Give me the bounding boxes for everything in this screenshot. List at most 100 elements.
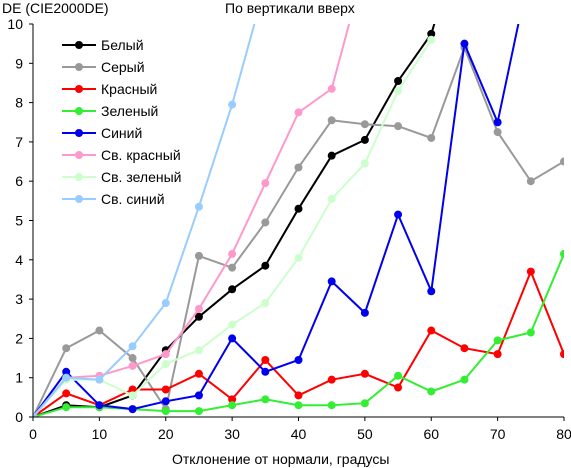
y-tick-label: 4 [15,252,23,268]
series-1 [33,43,564,417]
series-2 [33,267,564,417]
x-tick-label: 80 [556,426,571,442]
data-point [460,344,469,353]
data-point [360,308,369,317]
data-point [327,194,336,203]
series-line [33,24,520,417]
data-point [327,151,336,160]
legend-label: Св. синий [101,191,165,207]
data-point [161,359,170,368]
y-axis-title: DE (CIE2000DE) [2,0,109,16]
data-point [460,375,469,384]
data-point [526,267,535,276]
y-tick-label: 1 [15,370,23,386]
data-point [327,277,336,286]
x-tick-label: 70 [490,426,506,442]
data-point [194,407,203,416]
data-point [128,391,137,400]
data-point [128,354,137,363]
data-point [394,210,403,219]
data-point [261,395,270,404]
legend-swatch-marker [75,63,83,71]
data-point [194,369,203,378]
legend-swatch-marker [75,85,83,93]
data-point [194,312,203,321]
data-point [327,84,336,93]
data-point [194,304,203,313]
data-point [228,249,237,258]
legend-item: Белый [62,37,144,53]
data-point [360,399,369,408]
data-point [493,336,502,345]
data-point [427,326,436,335]
x-tick-label: 10 [92,426,108,442]
data-point [526,328,535,337]
legend-item: Зеленый [62,103,158,119]
y-tick-label: 6 [15,173,23,189]
data-point [427,387,436,396]
legend-swatch-marker [75,195,83,203]
data-point [294,108,303,117]
data-point [493,350,502,359]
data-point [261,179,270,188]
axes-layer: 0 1 2 3 4 5 6 7 8 9 10 0 10 20 30 40 50 60 70 80 [7,16,571,442]
data-point [460,39,469,48]
legend-item: Серый [62,59,145,75]
data-point [194,202,203,211]
data-point [228,320,237,329]
data-point [294,356,303,365]
series-line [33,39,433,417]
series-clip-group [33,24,564,417]
legend-item: Св. синий [62,191,165,207]
legend-swatch-marker [75,173,83,181]
series-6 [33,35,436,417]
data-point [228,285,237,294]
data-point [294,204,303,213]
data-point [560,249,564,258]
data-point [261,261,270,270]
x-tick-label: 20 [158,426,174,442]
legend-item: Красный [62,81,157,97]
series-7 [33,24,256,417]
data-point [560,157,564,166]
y-tick-label: 7 [15,134,23,150]
legend-label: Св. зеленый [101,169,181,185]
data-point [128,361,137,370]
y-tick-label: 8 [15,95,23,111]
data-point [228,263,237,272]
data-point [128,405,137,414]
data-point [394,371,403,380]
data-point [95,401,104,410]
data-point [128,385,137,394]
data-point [427,133,436,142]
data-point [194,391,203,400]
data-point [62,344,71,353]
data-point [327,375,336,384]
data-point [261,356,270,365]
legend-item: Св. зеленый [62,169,181,185]
data-point [427,287,436,296]
x-tick-label: 0 [29,426,37,442]
x-tick-label: 40 [291,426,307,442]
data-point [228,100,237,109]
data-point [62,389,71,398]
legend-swatch-marker [75,107,83,115]
data-point [228,401,237,410]
data-point [427,29,436,38]
legend-swatch-marker [75,129,83,137]
legend-swatch-marker [75,41,83,49]
series-0 [33,24,436,417]
y-tick-label: 2 [15,330,23,346]
data-point [327,116,336,125]
x-tick-label: 30 [224,426,240,442]
y-tick-label: 10 [7,16,23,32]
y-tick-label: 3 [15,291,23,307]
data-point [261,367,270,376]
series-line [33,24,256,417]
data-point [394,122,403,131]
x-axis-title: Отклонение от нормали, градусы [172,451,389,467]
data-point [161,350,170,359]
data-point [560,350,564,359]
data-point [526,177,535,186]
legend-label: Св. красный [101,147,181,163]
